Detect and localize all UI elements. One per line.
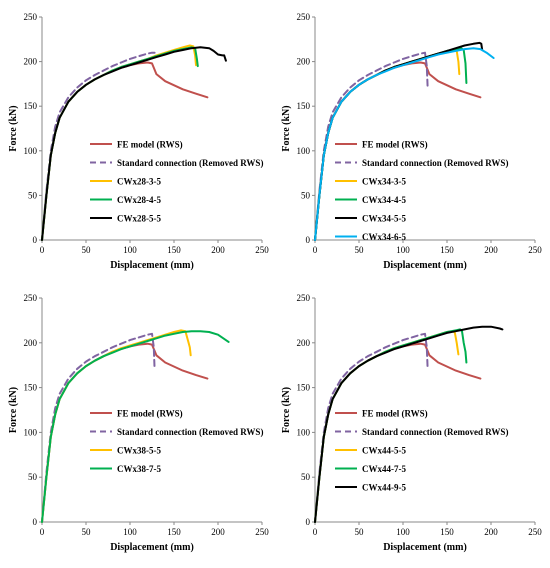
y-tick-label: 250 bbox=[24, 12, 38, 22]
series-line-4 bbox=[314, 328, 468, 523]
x-tick-label: 150 bbox=[167, 527, 181, 537]
legend-label: CWx44-9-5 bbox=[362, 483, 406, 493]
legend-label: CWx34-6-5 bbox=[362, 232, 406, 242]
y-tick-label: 100 bbox=[297, 427, 311, 437]
legend-label: CWx28-4-5 bbox=[117, 195, 161, 205]
legend-label: CWx38-7-5 bbox=[117, 464, 161, 474]
legend-label: CWx44-5-5 bbox=[362, 446, 406, 456]
x-tick-label: 100 bbox=[123, 527, 137, 537]
y-tick-label: 100 bbox=[24, 427, 38, 437]
legend-label: FE model (RWS) bbox=[362, 140, 428, 150]
y-tick-label: 100 bbox=[24, 146, 38, 156]
x-tick-label: 150 bbox=[440, 245, 454, 255]
y-tick-label: 150 bbox=[24, 383, 38, 393]
y-axis-title: Force (kN) bbox=[8, 387, 19, 433]
y-tick-label: 200 bbox=[24, 57, 38, 67]
x-tick-label: 100 bbox=[396, 245, 410, 255]
series-line-2 bbox=[314, 51, 429, 241]
x-tick-label: 0 bbox=[40, 245, 45, 255]
series-line-2 bbox=[41, 332, 156, 523]
legend-label: FE model (RWS) bbox=[117, 140, 183, 150]
x-tick-label: 50 bbox=[355, 245, 365, 255]
series-line-5 bbox=[314, 325, 504, 523]
legend-label: CWx44-7-5 bbox=[362, 464, 406, 474]
y-tick-label: 0 bbox=[33, 517, 38, 527]
x-axis-title: Displacement (mm) bbox=[110, 260, 194, 271]
y-tick-label: 50 bbox=[301, 190, 311, 200]
legend-label: Standard connection (Removed RWS) bbox=[362, 158, 508, 168]
y-tick-label: 50 bbox=[28, 190, 38, 200]
x-tick-label: 250 bbox=[255, 245, 269, 255]
legend-label: FE model (RWS) bbox=[362, 409, 428, 419]
series-line-4 bbox=[41, 330, 230, 523]
x-tick-label: 250 bbox=[255, 527, 269, 537]
y-tick-label: 200 bbox=[297, 338, 311, 348]
legend-label: CWx38-5-5 bbox=[117, 446, 161, 456]
y-tick-label: 150 bbox=[297, 383, 311, 393]
x-tick-label: 200 bbox=[211, 245, 225, 255]
y-tick-label: 250 bbox=[297, 12, 311, 22]
x-tick-label: 0 bbox=[313, 527, 318, 537]
x-tick-label: 200 bbox=[484, 245, 498, 255]
y-tick-label: 50 bbox=[28, 472, 38, 482]
x-tick-label: 0 bbox=[313, 245, 318, 255]
y-tick-label: 50 bbox=[301, 472, 311, 482]
y-tick-label: 0 bbox=[306, 235, 311, 245]
y-axis-title: Force (kN) bbox=[8, 105, 19, 151]
y-tick-label: 200 bbox=[24, 338, 38, 348]
legend-label: CWx28-5-5 bbox=[117, 214, 161, 224]
y-tick-label: 150 bbox=[24, 101, 38, 111]
y-tick-label: 100 bbox=[297, 146, 311, 156]
y-axis-title: Force (kN) bbox=[281, 105, 292, 151]
x-tick-label: 0 bbox=[40, 527, 45, 537]
series-line-6 bbox=[314, 47, 495, 241]
x-tick-label: 200 bbox=[484, 527, 498, 537]
x-tick-label: 100 bbox=[123, 245, 137, 255]
y-tick-label: 200 bbox=[297, 57, 311, 67]
legend-label: CWx28-3-5 bbox=[117, 177, 161, 187]
y-axis-title: Force (kN) bbox=[281, 387, 292, 433]
legend-label: Standard connection (Removed RWS) bbox=[117, 158, 263, 168]
legend-label: CWx34-4-5 bbox=[362, 195, 406, 205]
x-axis-title: Displacement (mm) bbox=[383, 260, 467, 271]
x-tick-label: 150 bbox=[440, 527, 454, 537]
x-tick-label: 100 bbox=[396, 527, 410, 537]
legend-label: CWx34-5-5 bbox=[362, 214, 406, 224]
legend-label: FE model (RWS) bbox=[117, 409, 183, 419]
x-tick-label: 50 bbox=[355, 527, 365, 537]
series-line-5 bbox=[41, 46, 227, 241]
chart-panel-3: 0 50 100 150 200 250 0 50 100 150 200 250 Displaceme… bbox=[8, 293, 269, 553]
x-tick-label: 250 bbox=[528, 527, 542, 537]
x-tick-label: 200 bbox=[211, 527, 225, 537]
legend-label: Standard connection (Removed RWS) bbox=[117, 427, 263, 437]
x-tick-label: 150 bbox=[167, 245, 181, 255]
y-tick-label: 0 bbox=[306, 517, 311, 527]
y-tick-label: 250 bbox=[24, 293, 38, 303]
y-tick-label: 250 bbox=[297, 293, 311, 303]
x-axis-title: Displacement (mm) bbox=[110, 542, 194, 553]
chart-panel-4: 0 50 100 150 200 250 0 50 100 150 200 250 Displaceme… bbox=[281, 293, 542, 553]
legend-label: CWx34-3-5 bbox=[362, 177, 406, 187]
x-tick-label: 250 bbox=[528, 245, 542, 255]
chart-panel-1: 0 50 100 150 200 250 0 50 100 150 200 250 Displaceme… bbox=[8, 12, 269, 271]
x-tick-label: 50 bbox=[82, 245, 92, 255]
legend-label: Standard connection (Removed RWS) bbox=[362, 427, 508, 437]
x-tick-label: 50 bbox=[82, 527, 92, 537]
series-line-2 bbox=[41, 51, 156, 241]
x-axis-title: Displacement (mm) bbox=[383, 542, 467, 553]
y-tick-label: 150 bbox=[297, 101, 311, 111]
series-line-2 bbox=[314, 332, 429, 523]
y-tick-label: 0 bbox=[33, 235, 38, 245]
chart-panel-2: 0 50 100 150 200 250 0 50 100 150 200 250 Displaceme… bbox=[281, 12, 542, 271]
